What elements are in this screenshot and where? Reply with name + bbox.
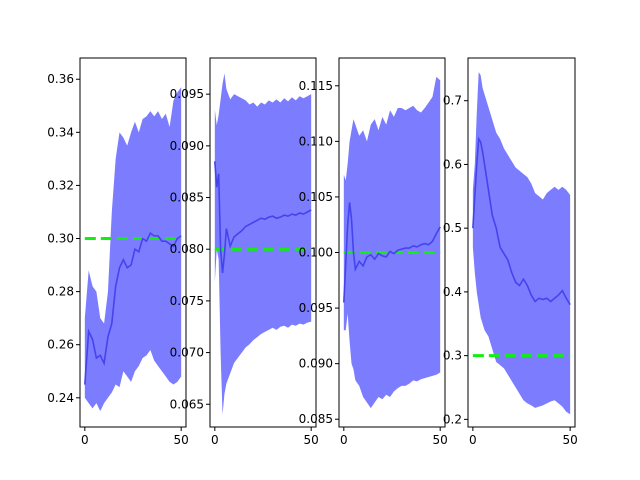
y-tick-label: 0.36: [47, 72, 74, 86]
y-tick-label: 0.7: [443, 94, 462, 108]
y-tick-label: 0.090: [299, 357, 333, 371]
subplot-3: 0 50 0.085 0.090 0.095 0.100 0.105 0.110 0.115: [299, 57, 448, 447]
y-tick-label: 0.095: [299, 301, 333, 315]
confidence-band: [84, 87, 182, 412]
y-tick-label: 0.6: [443, 157, 462, 171]
mean-line: [214, 161, 312, 274]
confidence-band: [472, 72, 571, 415]
axes-frame: [338, 57, 446, 428]
mean-line: [472, 136, 571, 306]
y-tick-label: 0.080: [170, 242, 204, 256]
mean-line: [84, 232, 182, 385]
y-tick-label: 0.28: [47, 285, 74, 299]
plot-area: [343, 76, 441, 409]
axes-frame: [79, 57, 187, 428]
y-tick-label: 0.075: [170, 294, 204, 308]
y-tick-label: 0.26: [47, 338, 74, 352]
y-tick-label: 0.105: [299, 190, 333, 204]
x-tick-label: 50: [433, 433, 448, 447]
x-tick-label: 0: [340, 433, 348, 447]
y-tick-label: 0.24: [47, 391, 74, 405]
y-tick-label: 0.32: [47, 178, 74, 192]
x-tick-label: 50: [562, 433, 577, 447]
x-tick-label: 0: [81, 433, 89, 447]
y-tick-label: 0.34: [47, 125, 74, 139]
mean-line: [343, 202, 441, 303]
y-tick-label: 0.3: [443, 349, 462, 363]
x-tick-label: 50: [174, 433, 189, 447]
y-tick-label: 0.095: [170, 87, 204, 101]
y-tick-label: 0.5: [443, 221, 462, 235]
subplot-2: 0 50 0.065 0.070 0.075 0.080 0.085 0.090 0.095: [170, 57, 319, 447]
subplot-4: 0 50 0.2 0.3 0.4 0.5 0.6 0.7: [443, 57, 578, 447]
confidence-band: [214, 73, 312, 415]
x-tick-label: 0: [211, 433, 219, 447]
y-tick-label: 0.090: [170, 139, 204, 153]
plot-area: [84, 87, 182, 412]
subplot-1: 0 50 0.24 0.26 0.28 0.30 0.32 0.34 0.36: [47, 57, 189, 447]
y-tick-label: 0.2: [443, 412, 462, 426]
confidence-band: [343, 76, 441, 409]
y-tick-label: 0.085: [299, 412, 333, 426]
y-tick-label: 0.100: [299, 246, 333, 260]
x-tick-label: 50: [304, 433, 319, 447]
y-tick-label: 0.115: [299, 79, 333, 93]
y-tick-label: 0.070: [170, 346, 204, 360]
y-tick-label: 0.065: [170, 397, 204, 411]
y-tick-label: 0.4: [443, 285, 462, 299]
x-tick-label: 0: [469, 433, 477, 447]
axes-frame: [209, 57, 317, 428]
y-tick-label: 0.30: [47, 232, 74, 246]
y-tick-label: 0.110: [299, 134, 333, 148]
axes-frame: [467, 57, 576, 428]
y-tick-label: 0.085: [170, 191, 204, 205]
plot-area: [472, 72, 571, 415]
plot-area: [214, 73, 312, 415]
